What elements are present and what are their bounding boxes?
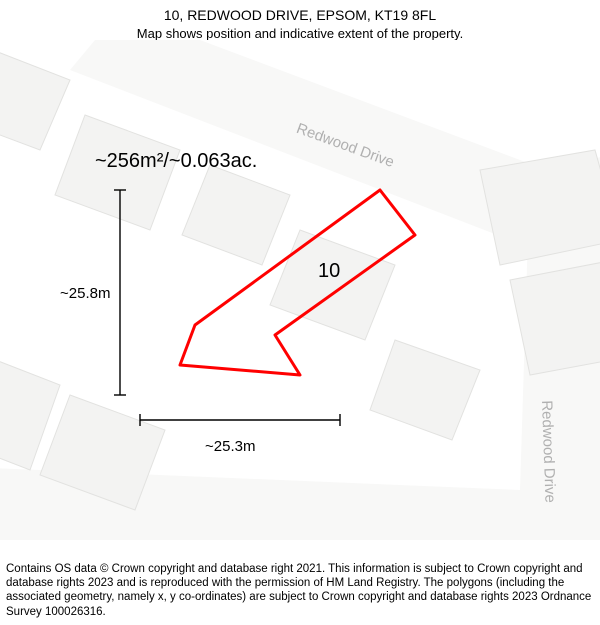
street-label-1: Redwood Drive [538, 400, 559, 503]
plot-number: 10 [318, 260, 340, 283]
area-label: ~256m²/~0.063ac. [95, 150, 257, 173]
map-area: ~256m²/~0.063ac. 10 ~25.8m ~25.3m Redwoo… [0, 40, 600, 540]
building-5 [480, 150, 600, 265]
header: 10, REDWOOD DRIVE, EPSOM, KT19 8FL Map s… [0, 0, 600, 42]
dimension-horizontal-label: ~25.3m [205, 438, 255, 455]
page-title: 10, REDWOOD DRIVE, EPSOM, KT19 8FL [0, 6, 600, 25]
dimension-vertical-label: ~25.8m [60, 285, 110, 302]
footer-copyright: Contains OS data © Crown copyright and d… [6, 562, 594, 620]
